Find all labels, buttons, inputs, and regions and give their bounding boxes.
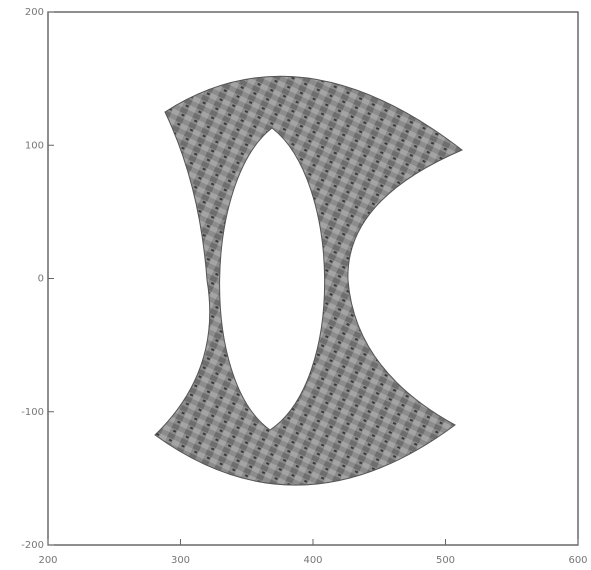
y-tick-label: 0 — [38, 274, 44, 285]
chart: 200 300 400 500 600 -200 -100 0 100 200 — [0, 0, 591, 570]
y-tick-label: -200 — [21, 540, 44, 551]
x-tick-label: 300 — [171, 555, 190, 566]
y-tick-label: -100 — [21, 407, 44, 418]
x-tick-label: 400 — [303, 555, 322, 566]
textured-region — [155, 76, 462, 485]
x-tick-label: 500 — [436, 555, 455, 566]
x-tick-label: 200 — [38, 555, 57, 566]
y-tick-label: 100 — [25, 140, 44, 151]
y-tick-label: 200 — [25, 7, 44, 18]
x-tick-label: 600 — [568, 555, 587, 566]
